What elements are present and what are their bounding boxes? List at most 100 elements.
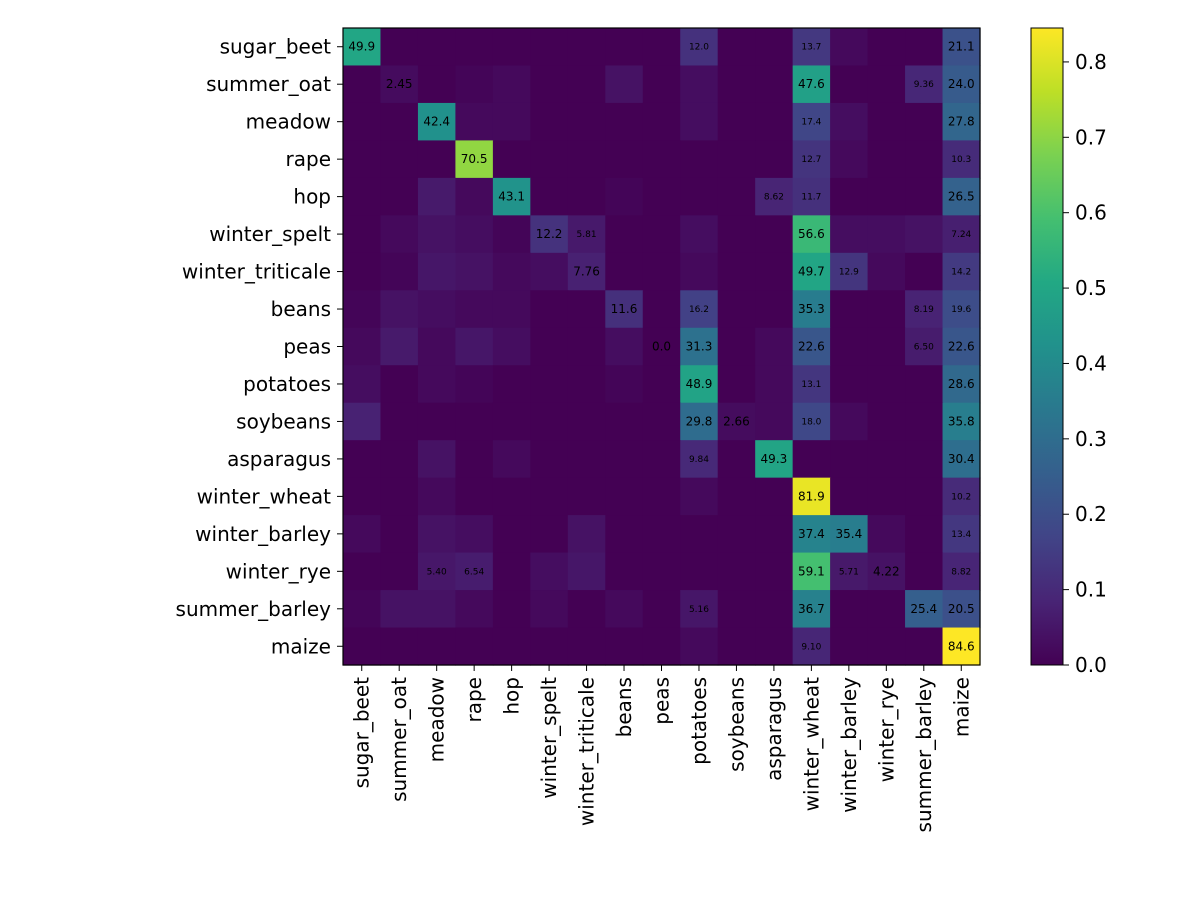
heatmap-cell [380, 65, 419, 104]
cell-annotation: 10.3 [951, 155, 971, 165]
heatmap-cell [492, 440, 531, 479]
heatmap-cell [343, 252, 382, 291]
heatmap-cell [380, 177, 419, 216]
cell-annotation: 10.2 [951, 492, 971, 502]
heatmap-cell [380, 627, 419, 666]
heatmap-cell [830, 290, 869, 329]
heatmap-cell [380, 515, 419, 554]
cell-annotation: 13.4 [951, 530, 971, 540]
heatmap-cell [792, 252, 831, 291]
heatmap-cell [492, 402, 531, 441]
heatmap-cell [530, 590, 569, 629]
cell-annotation: 12.0 [689, 43, 709, 53]
heatmap-cell [717, 327, 756, 366]
x-tick-label: winter_wheat [799, 677, 823, 812]
heatmap-cell [755, 177, 794, 216]
cell-annotation: 28.6 [948, 377, 975, 391]
heatmap-cell [530, 477, 569, 516]
cell-annotation: 8.82 [951, 567, 971, 577]
heatmap-cell [530, 177, 569, 216]
heatmap-cell [417, 102, 457, 142]
heatmap-cell [455, 627, 494, 666]
heatmap-cell [755, 402, 794, 441]
heatmap-cell [343, 65, 382, 104]
heatmap-cell [642, 327, 681, 366]
cell-annotation: 29.8 [686, 414, 713, 428]
cell-annotation: 35.4 [835, 527, 862, 541]
cell-annotation: 84.6 [948, 639, 975, 653]
cell-annotation: 37.4 [798, 527, 825, 541]
heatmap-cell [680, 402, 719, 441]
heatmap-cell [567, 215, 606, 254]
heatmap-cell [717, 477, 756, 516]
heatmap-cell [792, 365, 831, 404]
cell-annotation: 8.62 [764, 193, 784, 203]
heatmap-cell [530, 102, 569, 142]
heatmap-cell [680, 590, 719, 629]
heatmap-cell [455, 215, 494, 254]
heatmap-cell [380, 440, 419, 479]
heatmap-cell [343, 477, 382, 516]
heatmap-cell [530, 327, 569, 366]
heatmap-cell [867, 590, 906, 629]
heatmap-cell [380, 102, 419, 142]
heatmap-cell [567, 252, 606, 291]
heatmap-cell [567, 65, 606, 104]
heatmap-cell [755, 477, 794, 516]
heatmap-cell [830, 28, 869, 67]
heatmap-cell [717, 440, 756, 479]
heatmap-cell [792, 327, 831, 366]
heatmap-cell [942, 402, 981, 441]
heatmap-cell [380, 290, 419, 329]
heatmap-cell [530, 440, 569, 479]
heatmap-cell [830, 102, 869, 142]
y-tick-label: summer_barley [176, 597, 332, 621]
heatmap-cell [867, 402, 906, 441]
heatmap-cell [530, 215, 569, 254]
cell-annotation: 16.2 [689, 305, 709, 315]
heatmap-cell [867, 215, 906, 254]
heatmap-cell [905, 102, 944, 142]
heatmap-cell [755, 627, 794, 666]
cell-annotation: 81.9 [798, 489, 825, 503]
cell-annotations: 49.9 12.0 13.7 21.1 2.45 47.6 9.36 24.0 42.4 17.4… [348, 40, 974, 654]
y-tick-label: winter_barley [195, 522, 331, 546]
heatmap-cell [492, 552, 531, 591]
heatmap-cell [717, 65, 756, 104]
heatmap-cell [417, 552, 457, 591]
heatmap-cell [717, 252, 756, 291]
x-tick-label: potatoes [687, 677, 711, 765]
cell-annotation: 70.5 [461, 152, 488, 166]
y-tick-label: soybeans [236, 409, 331, 433]
heatmap-cell [867, 477, 906, 516]
heatmap-cell [717, 290, 756, 329]
heatmap-cell [942, 102, 981, 142]
heatmap-cell [905, 140, 944, 179]
heatmap-cell [605, 440, 644, 479]
heatmap-cell [530, 28, 569, 67]
colorbar-tick-label: 0.4 [1075, 351, 1107, 375]
heatmap-cell [567, 140, 606, 179]
heatmap-cell [717, 515, 756, 554]
heatmap-cell [343, 28, 382, 67]
heatmap-cell [717, 590, 756, 629]
heatmap-cell [492, 28, 531, 67]
cell-annotation: 59.1 [798, 564, 825, 578]
heatmap-cell [567, 440, 606, 479]
heatmap-cell [905, 252, 944, 291]
heatmap-cell [530, 65, 569, 104]
heatmap-cell [530, 140, 569, 179]
heatmap-cell [605, 28, 644, 67]
cell-annotation: 12.7 [801, 155, 821, 165]
heatmap-cell [717, 28, 756, 67]
heatmap-cell [942, 215, 981, 254]
heatmap-cell [680, 290, 719, 329]
heatmap-cell [455, 177, 494, 216]
heatmap-cell [567, 627, 606, 666]
colorbar-tick-label: 0.7 [1075, 125, 1107, 149]
colorbar-ticks: 0.0 0.1 0.2 0.3 0.4 0.5 0.6 0.7 0.8 [1063, 50, 1107, 677]
cell-annotation: 2.66 [723, 414, 750, 428]
heatmap-cell [680, 28, 719, 67]
cell-annotation: 47.6 [798, 77, 825, 91]
